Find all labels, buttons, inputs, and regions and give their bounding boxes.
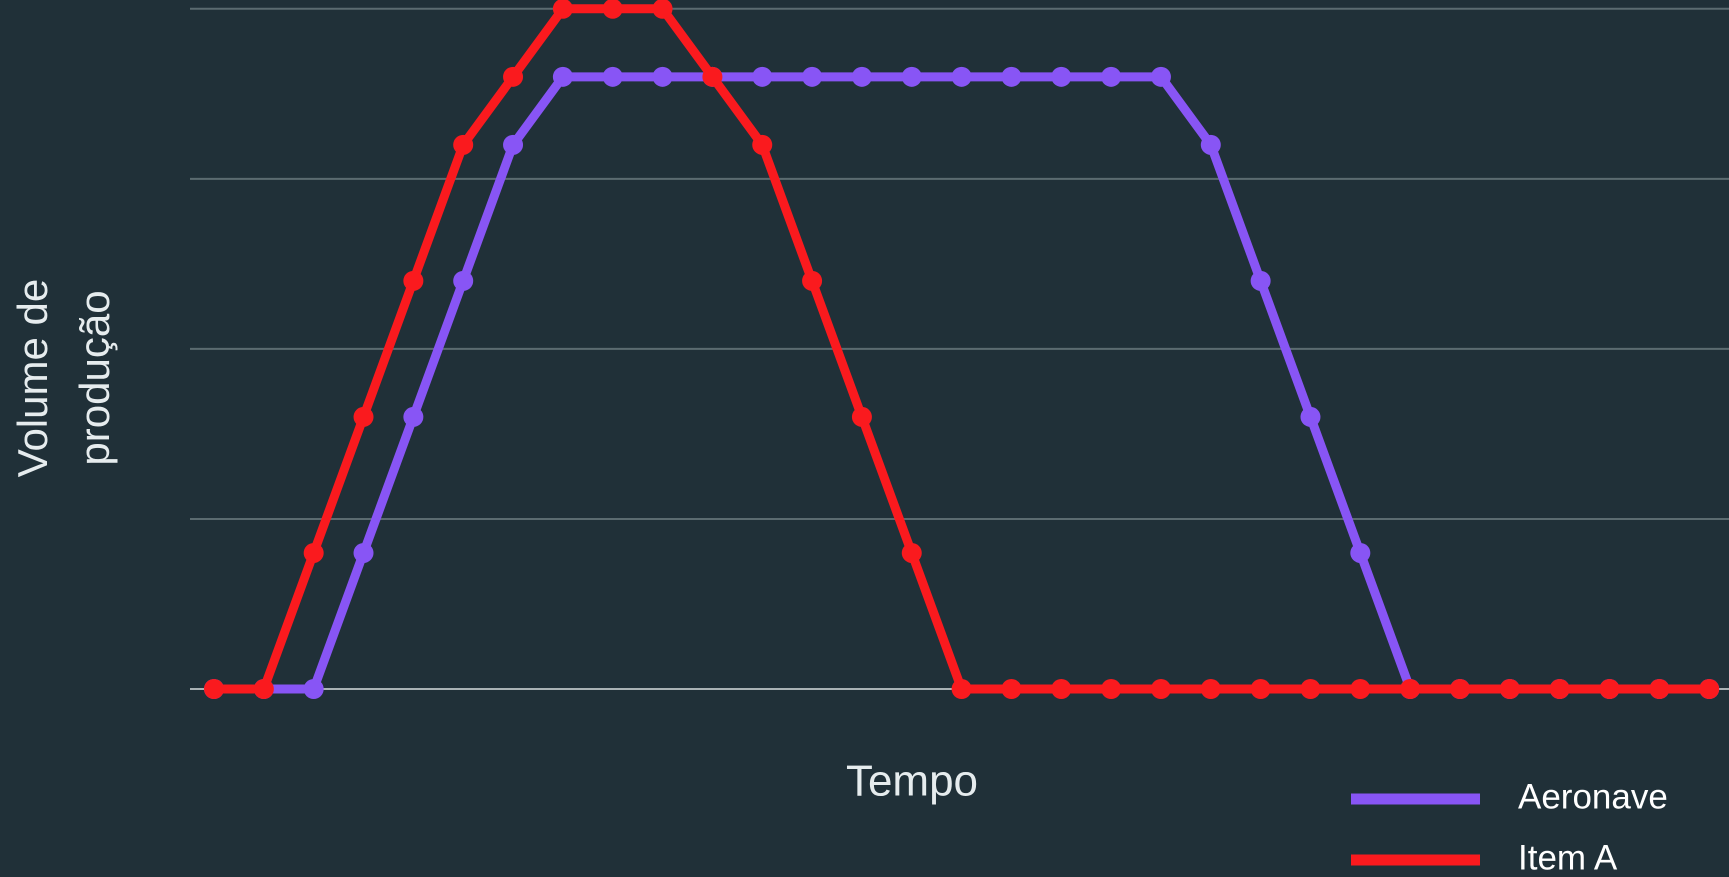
data-point xyxy=(752,134,773,155)
legend-label: Item A xyxy=(1518,838,1618,877)
data-point xyxy=(901,542,922,563)
legend-label: Aeronave xyxy=(1518,777,1668,816)
data-point xyxy=(1051,66,1072,87)
data-point xyxy=(552,0,573,19)
data-point xyxy=(453,270,474,291)
data-point xyxy=(1250,270,1271,291)
data-point xyxy=(1250,679,1271,699)
data-point xyxy=(1549,679,1570,699)
data-point xyxy=(503,134,524,155)
data-point xyxy=(602,0,623,19)
data-point xyxy=(802,66,823,87)
data-point xyxy=(453,134,474,155)
data-point xyxy=(253,679,274,699)
data-point xyxy=(503,66,524,87)
data-point xyxy=(303,542,324,563)
data-point xyxy=(851,66,872,87)
data-point xyxy=(851,406,872,427)
data-point xyxy=(1300,406,1321,427)
data-point xyxy=(602,66,623,87)
data-point xyxy=(901,66,922,87)
data-point xyxy=(204,679,224,699)
data-point xyxy=(403,270,424,291)
data-point xyxy=(1200,679,1221,699)
y-axis-label: Volume de produção xyxy=(9,278,118,478)
data-point xyxy=(702,66,723,87)
data-point xyxy=(752,66,773,87)
data-point xyxy=(951,66,972,87)
data-point xyxy=(552,66,573,87)
data-point xyxy=(1001,679,1022,699)
data-point xyxy=(1001,66,1022,87)
data-point xyxy=(1350,542,1371,563)
data-point xyxy=(1051,679,1072,699)
series-line xyxy=(214,72,1710,694)
data-point xyxy=(1450,679,1470,699)
data-point xyxy=(1300,679,1321,699)
data-point xyxy=(1699,679,1720,699)
data-point xyxy=(1400,679,1421,699)
data-point xyxy=(1150,679,1171,699)
x-axis-label: Tempo xyxy=(846,757,978,806)
data-point xyxy=(403,406,424,427)
data-point xyxy=(1649,679,1670,699)
data-point xyxy=(1499,679,1520,699)
data-point xyxy=(951,679,972,699)
data-point xyxy=(1599,679,1620,699)
data-point xyxy=(652,0,673,19)
data-point xyxy=(353,542,374,563)
data-point xyxy=(1101,66,1122,87)
data-point xyxy=(1101,679,1122,699)
data-point xyxy=(1350,679,1371,699)
data-point xyxy=(652,66,673,87)
data-point xyxy=(303,679,324,699)
data-point xyxy=(1150,66,1171,87)
data-point xyxy=(1200,134,1221,155)
data-point xyxy=(353,406,374,427)
data-point xyxy=(802,270,823,291)
